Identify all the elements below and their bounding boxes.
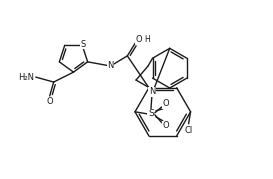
Text: O: O <box>162 121 169 130</box>
Text: O: O <box>46 97 53 106</box>
Text: O: O <box>162 99 169 108</box>
Text: N: N <box>149 88 155 96</box>
Text: Cl: Cl <box>185 126 193 135</box>
Text: O: O <box>136 35 143 43</box>
Text: H: H <box>144 35 150 43</box>
Text: S: S <box>148 109 154 118</box>
Text: N: N <box>107 61 114 70</box>
Text: H₂N: H₂N <box>18 73 34 82</box>
Text: S: S <box>81 40 86 49</box>
